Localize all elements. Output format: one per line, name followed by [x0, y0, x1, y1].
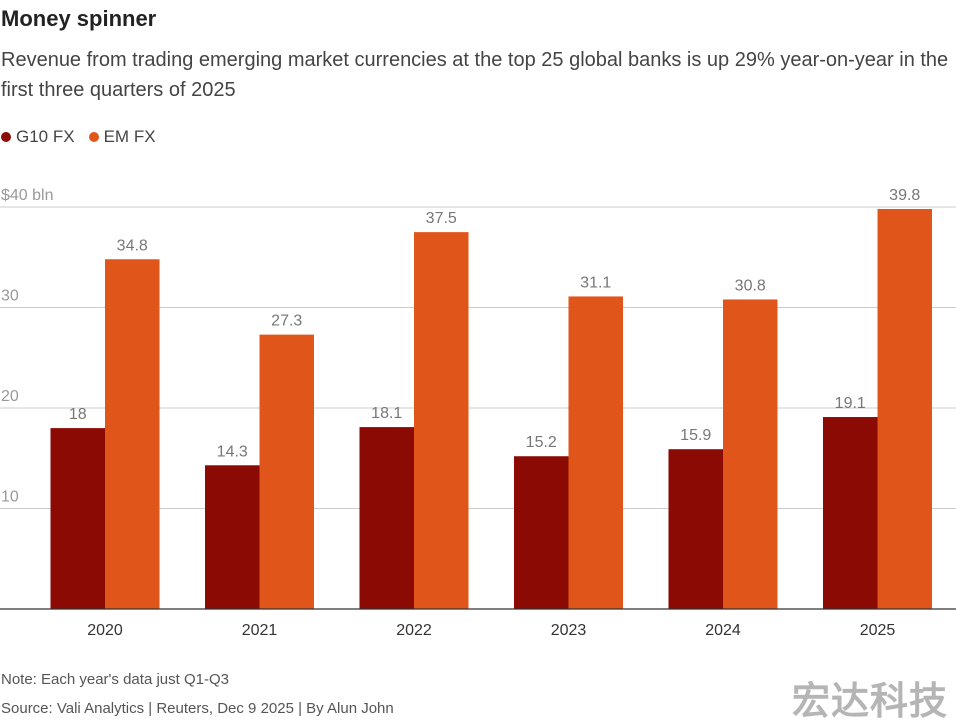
bar-g10-fx [359, 427, 414, 609]
bar-g10-fx [50, 428, 105, 609]
bar-g10-fx [205, 465, 260, 609]
x-tick-label: 2021 [242, 622, 278, 639]
y-tick-label: $40 bln [1, 187, 54, 204]
legend-swatch-em [88, 132, 99, 142]
bar-g10-fx [823, 417, 878, 609]
legend-item-em: EM FX [88, 127, 156, 147]
chart-title: Money spinner [1, 6, 157, 31]
watermark: 宏达科技 [791, 681, 948, 723]
data-label: 30.8 [735, 277, 766, 294]
data-label: 34.8 [117, 237, 148, 254]
data-label: 19.1 [835, 395, 866, 412]
legend-label-g10: G10 FX [16, 127, 75, 146]
y-tick-label: 10 [1, 489, 19, 506]
legend-swatch-g10 [1, 132, 11, 142]
bar-em-fx [723, 299, 778, 609]
chart-subtitle: Revenue from trading emerging market cur… [1, 49, 949, 101]
bar-em-fx [414, 232, 469, 609]
chart-note: Note: Each year's data just Q1-Q3 [1, 671, 229, 688]
x-tick-label: 2020 [87, 622, 123, 639]
legend: G10 FX EM FX [1, 127, 156, 147]
data-label: 37.5 [426, 210, 457, 227]
x-tick-label: 2025 [860, 622, 896, 639]
data-label: 39.8 [889, 187, 920, 204]
bar-em-fx [877, 209, 932, 609]
data-label: 14.3 [217, 443, 248, 460]
bar-em-fx [259, 334, 314, 609]
data-label: 15.2 [526, 434, 557, 451]
bar-em-fx [105, 259, 160, 609]
chart-source: Source: Vali Analytics | Reuters, Dec 9 … [1, 700, 394, 717]
bar-g10-fx [668, 449, 723, 609]
x-tick-label: 2023 [551, 622, 587, 639]
data-label: 27.3 [271, 313, 302, 330]
bar-g10-fx [514, 456, 569, 609]
bar-em-fx [568, 296, 623, 609]
y-tick-label: 20 [1, 388, 19, 405]
data-label: 31.1 [580, 274, 611, 291]
legend-item-g10: G10 FX [1, 127, 75, 147]
data-label: 18 [69, 406, 87, 423]
data-label: 18.1 [371, 405, 402, 422]
x-tick-label: 2024 [705, 622, 741, 639]
bar-chart: 10 20 30 $40 bln 18 34.8 2020 14.3 27.3 2021 18.1 3… [0, 187, 956, 639]
data-label: 15.9 [680, 427, 711, 444]
x-tick-label: 2022 [396, 622, 432, 639]
legend-label-em: EM FX [103, 127, 156, 146]
y-tick-label: 30 [1, 288, 19, 305]
